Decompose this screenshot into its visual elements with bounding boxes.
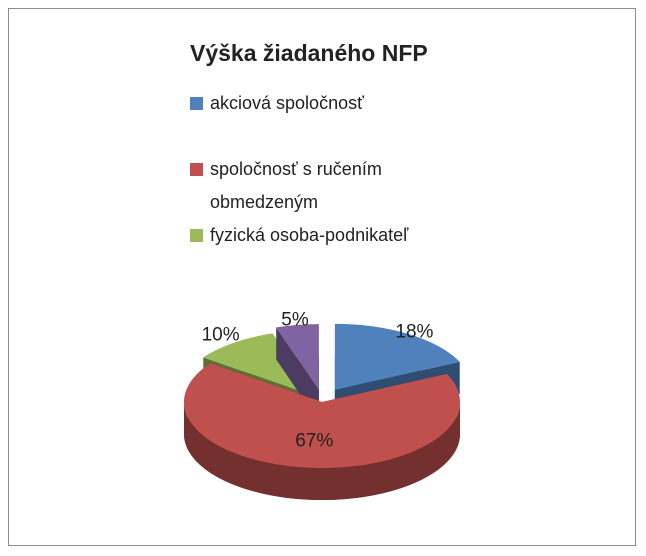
data-label: 5% [281,310,309,331]
legend-item: spoločnosť s ručením obmedzeným [190,153,460,219]
slice-top [276,324,319,391]
chart-frame [8,8,636,546]
pie-slice [184,363,460,500]
data-label: 10% [202,324,240,345]
data-label: 67% [295,430,333,451]
pie-slice [276,324,319,423]
legend: akciová spoločnosť spoločnosť s ručením o… [190,87,460,252]
slice-top [203,333,315,397]
legend-swatch [190,229,203,242]
legend-item: akciová spoločnosť [190,87,460,120]
legend-item: fyzická osoba-podnikateľ [190,219,460,252]
legend-swatch [190,163,203,176]
chart-title: Výška žiadaného NFP [190,40,428,66]
slice-top [334,323,460,390]
legend-label: fyzická osoba-podnikateľ [210,225,409,245]
legend-label: akciová spoločnosť [210,93,364,113]
legend-swatch [190,97,203,110]
legend-label: spoločnosť s ručením obmedzeným [210,159,382,212]
data-label: 18% [395,321,433,342]
slice-wall [184,402,460,500]
slice-top [184,363,460,468]
